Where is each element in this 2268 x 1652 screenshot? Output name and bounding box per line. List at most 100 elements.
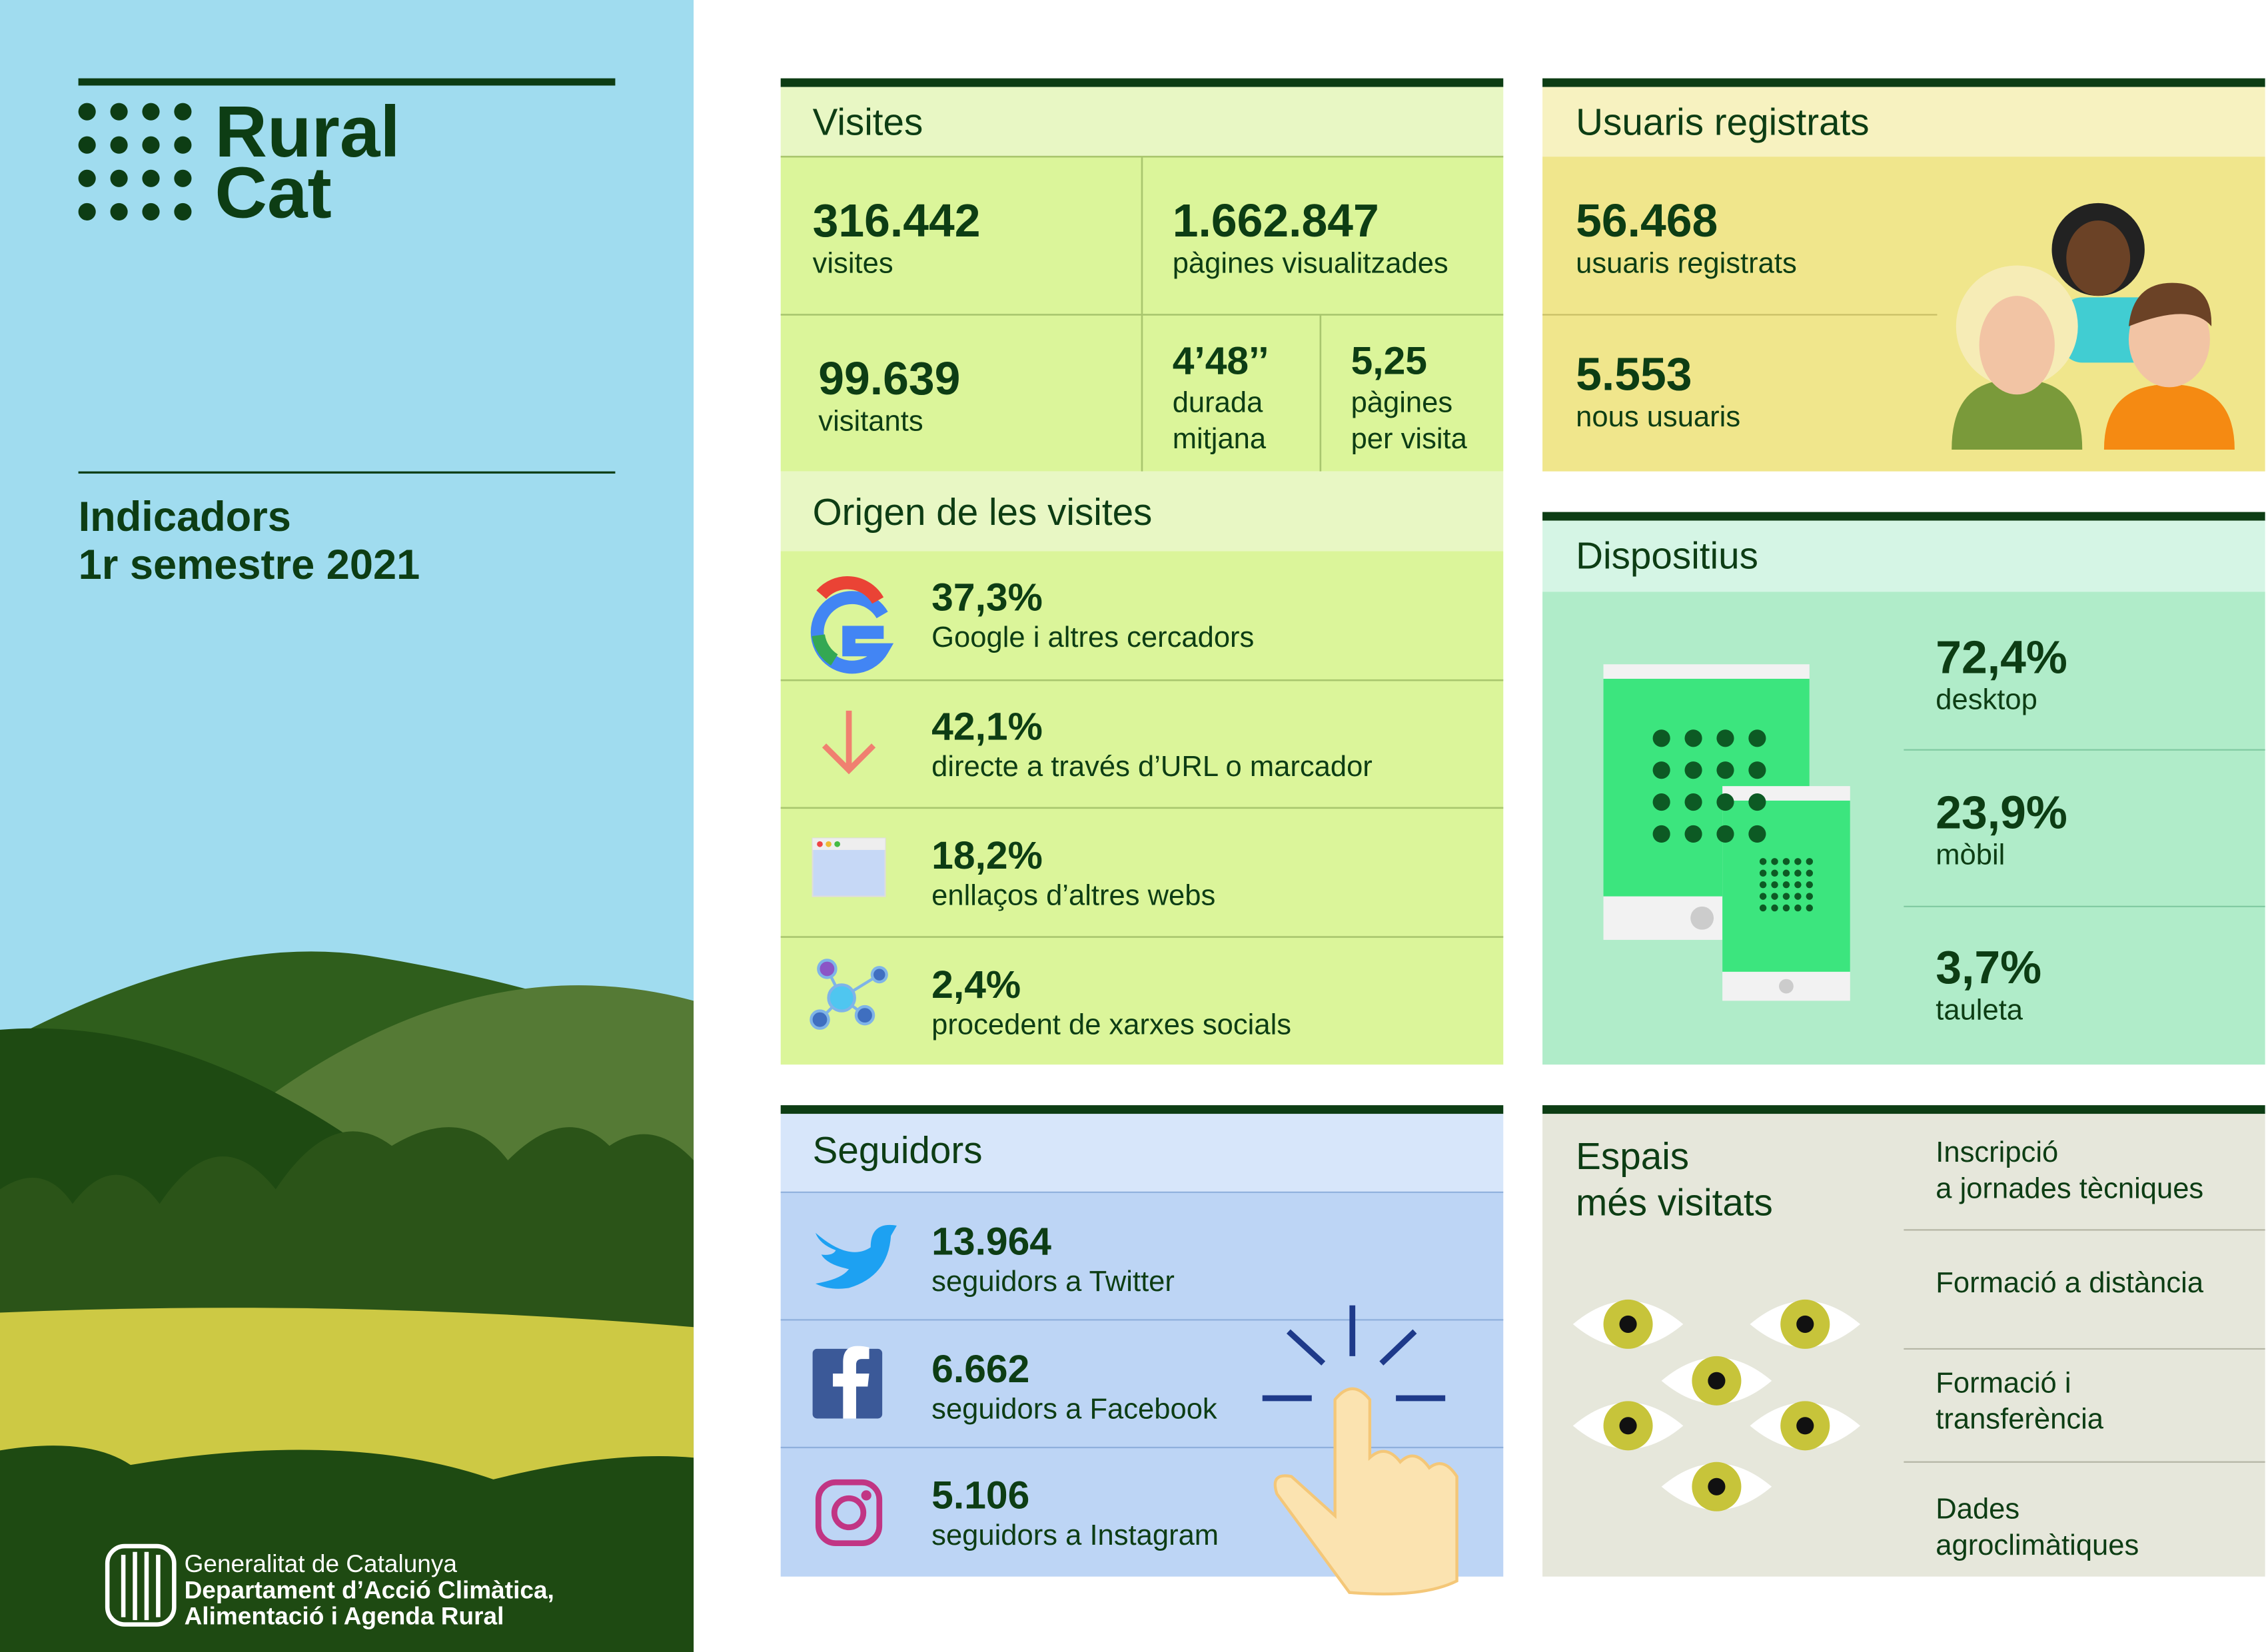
dot xyxy=(1684,729,1702,747)
brand-name: Rural xyxy=(215,91,400,173)
stat-label: seguidors a Twitter xyxy=(931,1266,1175,1298)
dot xyxy=(1806,893,1814,900)
dot xyxy=(1771,904,1778,912)
heading: 1r semestre 2021 xyxy=(79,542,420,588)
instagram-icon xyxy=(815,1479,883,1547)
dot xyxy=(1782,893,1790,900)
dot xyxy=(110,136,128,154)
dot xyxy=(110,103,128,121)
stat-value: 13.964 xyxy=(931,1220,1051,1263)
dot xyxy=(174,103,192,121)
dot xyxy=(1684,761,1702,779)
dot xyxy=(142,169,160,187)
dot xyxy=(142,203,160,220)
list-item: Formació a distància xyxy=(1936,1267,2204,1299)
stat-label: Google i altres cercadors xyxy=(931,621,1254,653)
stat-value: 4’48’’ xyxy=(1173,340,1269,383)
dot xyxy=(1716,729,1734,747)
section-title: Seguidors xyxy=(813,1129,983,1171)
stat-value: 99.639 xyxy=(818,352,960,404)
emblem xyxy=(105,1543,177,1627)
dot xyxy=(1684,825,1702,843)
section-title: Dispositius xyxy=(1576,535,1758,577)
pupil xyxy=(1619,1315,1637,1333)
stat-label: per visita xyxy=(1351,423,1468,455)
stat-label: pàgines xyxy=(1351,386,1453,418)
list-item: a jornades tècniques xyxy=(1936,1172,2203,1204)
footer: Generalitat de Catalunya xyxy=(185,1549,458,1577)
dot xyxy=(1782,904,1790,912)
dot xyxy=(1771,881,1778,889)
brand-name: Cat xyxy=(215,153,331,234)
dot xyxy=(1759,881,1767,889)
dot xyxy=(1771,869,1778,877)
dot xyxy=(1771,893,1778,900)
stat-value: 56.468 xyxy=(1576,195,1718,246)
dot xyxy=(142,136,160,154)
dot xyxy=(110,203,128,220)
stat-value: 3,7% xyxy=(1936,941,2041,993)
dot xyxy=(1716,761,1734,779)
stat-value: 42,1% xyxy=(931,705,1043,748)
stat-value: 6.662 xyxy=(931,1348,1029,1391)
separators xyxy=(780,1191,1504,1449)
dot xyxy=(1748,825,1766,843)
stat-label: directe a través d’URL o marcador xyxy=(931,751,1373,783)
rule xyxy=(78,471,616,474)
bar xyxy=(780,78,1504,87)
dot xyxy=(1806,869,1814,877)
footer: Departament d’Acció Climàtica, xyxy=(185,1575,554,1603)
stat-label: desktop xyxy=(1936,684,2037,716)
stat-label: enllaços d’altres webs xyxy=(931,880,1215,912)
header xyxy=(780,471,1504,552)
stat-label: nous usuaris xyxy=(1576,401,1740,433)
dot xyxy=(1759,893,1767,900)
list-item: transferència xyxy=(1936,1404,2104,1436)
pupil xyxy=(1708,1372,1726,1390)
dot xyxy=(1782,869,1790,877)
stat-value: 316.442 xyxy=(813,195,981,246)
dot xyxy=(1748,729,1766,747)
section-title: més visitats xyxy=(1576,1182,1773,1224)
stat-label: visites xyxy=(813,247,893,279)
header xyxy=(1542,520,2265,592)
dot xyxy=(1794,904,1802,912)
dot xyxy=(1652,729,1670,747)
dot xyxy=(78,103,96,121)
stat-label: usuaris registrats xyxy=(1576,247,1797,279)
dot xyxy=(1794,881,1802,889)
dot xyxy=(1771,858,1778,865)
footer: Alimentació i Agenda Rural xyxy=(185,1602,504,1630)
google-icon xyxy=(810,576,894,674)
stat-label: tauleta xyxy=(1936,995,2023,1027)
pupil xyxy=(1619,1417,1637,1435)
stat-label: visitants xyxy=(818,406,923,438)
dot xyxy=(1759,869,1767,877)
dot xyxy=(1748,761,1766,779)
social-icon xyxy=(810,959,888,1030)
people-illustration xyxy=(1952,203,2235,450)
list-item: Dades xyxy=(1936,1493,2019,1525)
dot xyxy=(1652,825,1670,843)
dot xyxy=(78,203,96,220)
list-item: agroclimàtiques xyxy=(1936,1529,2139,1561)
bar xyxy=(1542,512,2265,521)
bar xyxy=(780,1105,1504,1114)
dot xyxy=(78,169,96,187)
stat-value: 18,2% xyxy=(931,834,1043,877)
stat-value: 1.662.847 xyxy=(1173,195,1379,246)
web-icon xyxy=(812,837,886,897)
list-item: Formació i xyxy=(1936,1367,2071,1399)
dot xyxy=(142,103,160,121)
rule xyxy=(78,78,616,86)
stat-label: mitjana xyxy=(1173,423,1267,455)
stat-label: pàgines visualitzades xyxy=(1173,247,1448,279)
dot xyxy=(1716,825,1734,843)
header xyxy=(1542,87,2265,157)
stat-value: 72,4% xyxy=(1936,631,2067,683)
eyes-illustration xyxy=(1572,1299,1861,1511)
pupil xyxy=(1708,1477,1726,1495)
pupil xyxy=(1796,1315,1814,1333)
